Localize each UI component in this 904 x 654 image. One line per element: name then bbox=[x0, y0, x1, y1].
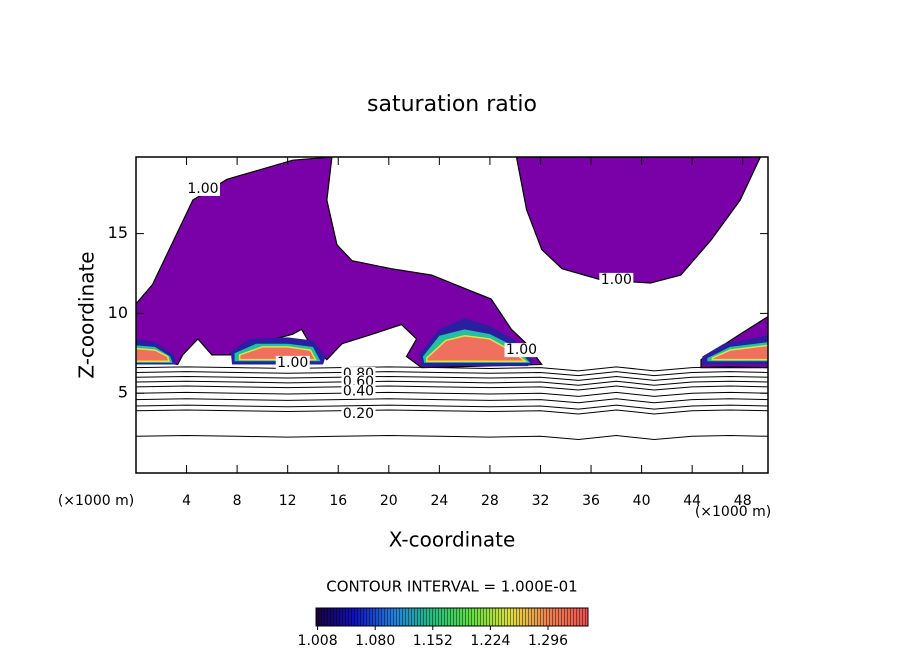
contour-label-bg bbox=[275, 355, 310, 370]
colorbar-tick-label: 1.080 bbox=[355, 633, 395, 649]
contour-line bbox=[136, 434, 768, 440]
contour-line bbox=[136, 398, 768, 404]
y-unit-label: (×1000 m) bbox=[58, 493, 134, 509]
contour-label: 0.20 bbox=[343, 406, 374, 422]
x-tick-label: 40 bbox=[633, 493, 651, 509]
x-tick-label: 8 bbox=[233, 493, 242, 509]
contour-line bbox=[136, 409, 768, 415]
x-tick-label: 4 bbox=[182, 493, 191, 509]
contour-label: 0.40 bbox=[343, 384, 374, 400]
colorbar-tick-label: 1.224 bbox=[470, 633, 510, 649]
contour-label: 1.00 bbox=[601, 272, 632, 288]
contour-line bbox=[136, 371, 768, 377]
y-tick-label: 5 bbox=[118, 383, 128, 402]
contour-label-bg bbox=[341, 384, 376, 399]
saturation-region bbox=[136, 347, 170, 363]
contour-label-bg bbox=[599, 272, 634, 287]
contour-line bbox=[136, 391, 768, 397]
contour-label: 1.00 bbox=[506, 342, 537, 358]
x-tick-label: 32 bbox=[532, 493, 550, 509]
x-tick-label: 36 bbox=[582, 493, 600, 509]
y-axis-label: Z-coordinate bbox=[75, 251, 99, 378]
x-axis-label: X-coordinate bbox=[389, 528, 516, 552]
contour-line bbox=[136, 366, 768, 372]
y-tick-label: 15 bbox=[108, 223, 128, 242]
colorbar-tick-label: 1.008 bbox=[298, 633, 338, 649]
x-tick-label: 12 bbox=[279, 493, 297, 509]
x-tick-label: 28 bbox=[481, 493, 499, 509]
contour-line bbox=[136, 385, 768, 391]
plot-frame bbox=[135, 156, 769, 474]
contour-label-bg bbox=[185, 181, 220, 196]
colorbar-stripes bbox=[316, 608, 588, 626]
chart-title: saturation ratio bbox=[367, 92, 537, 117]
contour-line bbox=[136, 375, 768, 381]
contour-label: 1.00 bbox=[187, 181, 218, 197]
colorbar-tick-label: 1.296 bbox=[528, 633, 568, 649]
y-tick-label: 10 bbox=[108, 303, 128, 322]
contour-interval: CONTOUR INTERVAL = 1.000E-01 bbox=[326, 578, 577, 596]
saturation-region bbox=[515, 157, 762, 284]
contour-label-bg bbox=[504, 343, 539, 358]
x-tick-label: 24 bbox=[430, 493, 448, 509]
plot-area: 1.001.001.001.000.800.600.400.20 bbox=[136, 157, 768, 440]
x-tick-label: 16 bbox=[329, 493, 347, 509]
x-tick-label: 44 bbox=[683, 493, 701, 509]
x-tick-label: 48 bbox=[734, 493, 752, 509]
contour-label: 1.00 bbox=[277, 355, 308, 371]
saturation-region bbox=[425, 334, 528, 363]
colorbar-tick-label: 1.152 bbox=[413, 633, 453, 649]
saturation-region bbox=[136, 157, 543, 369]
contour-line bbox=[136, 404, 768, 410]
saturation-region bbox=[711, 344, 768, 361]
contour-label-bg bbox=[341, 406, 376, 421]
x-unit-label: (×1000 m) bbox=[695, 504, 771, 520]
contour-line bbox=[136, 380, 768, 386]
x-tick-label: 20 bbox=[380, 493, 398, 509]
contour-field: 1.001.001.001.000.800.600.400.20 bbox=[136, 157, 768, 440]
